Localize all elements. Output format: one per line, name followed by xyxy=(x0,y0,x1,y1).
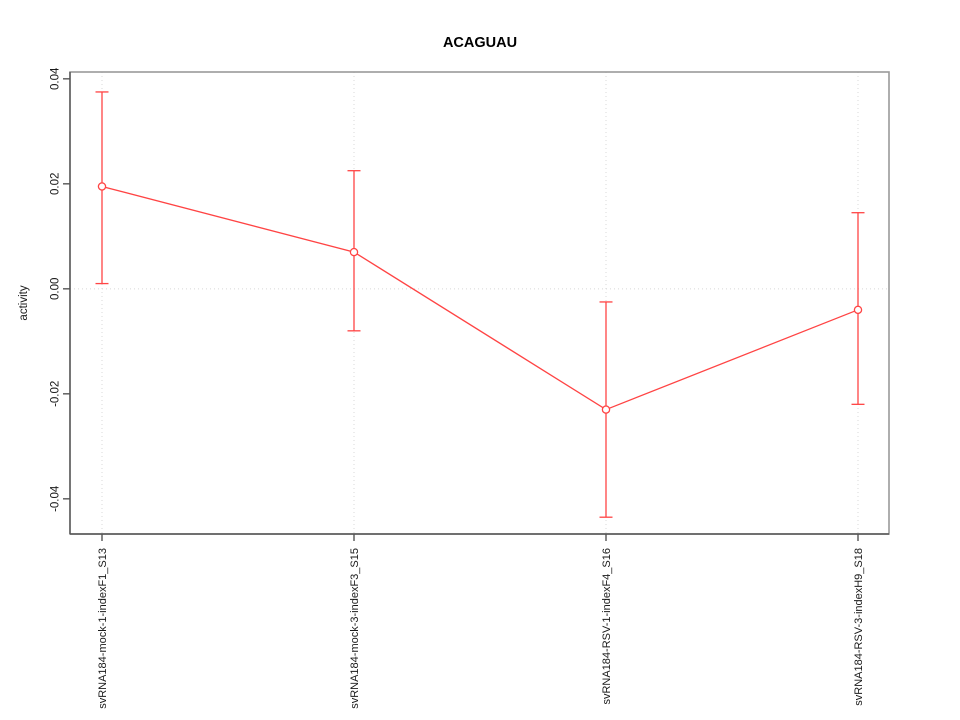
x-axis xyxy=(70,533,889,541)
data-points xyxy=(97,182,863,414)
y-tick-labels: -0.04 -0.02 0.00 0.02 0.04 xyxy=(49,67,61,512)
gridlines xyxy=(70,72,889,534)
x-tick-label: svRNA184-mock-1-indexF1_S13 xyxy=(97,548,109,709)
data-point-marker xyxy=(853,305,863,315)
x-tick-label: svRNA184-mock-3-indexF3_S15 xyxy=(349,548,361,709)
data-point-marker xyxy=(601,405,611,414)
x-tick-label: svRNA184-RSV-3-indexH9_S18 xyxy=(853,548,865,706)
plot-box xyxy=(69,71,890,535)
y-tick-label: -0.02 xyxy=(49,381,61,407)
x-tick-label: svRNA184-RSV-1-indexF4_S16 xyxy=(601,548,613,705)
y-axis xyxy=(63,72,71,534)
y-tick-label: -0.04 xyxy=(49,485,61,512)
series-line xyxy=(101,185,859,411)
data-point-marker xyxy=(349,247,359,257)
y-axis-title: activity xyxy=(18,285,30,320)
error-bars xyxy=(95,91,865,518)
chart-title: ACAGUAU xyxy=(443,35,517,51)
y-tick-label: 0.00 xyxy=(49,278,61,300)
data-point-marker xyxy=(97,182,107,191)
x-tick-labels: svRNA184-mock-1-indexF1_S13 svRNA184-mock… xyxy=(97,548,865,709)
y-tick-label: 0.04 xyxy=(49,67,61,90)
y-tick-label: 0.02 xyxy=(49,173,61,195)
